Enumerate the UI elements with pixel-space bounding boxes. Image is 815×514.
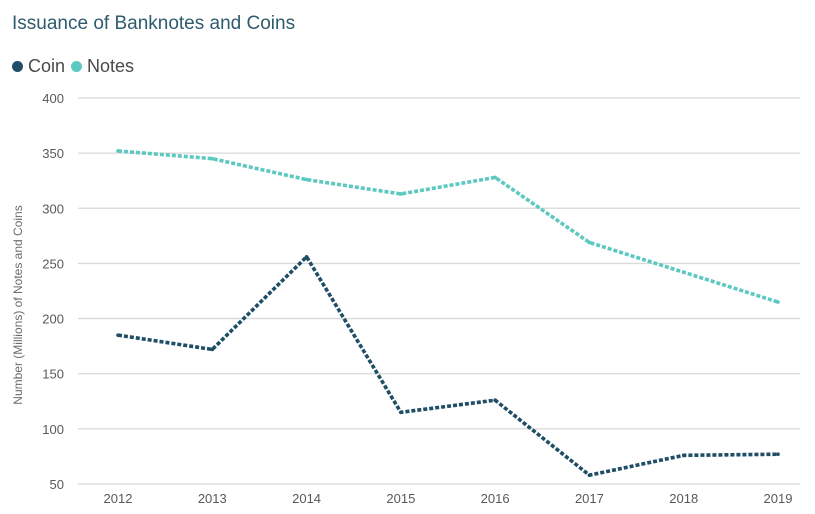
data-point-notes xyxy=(493,175,497,180)
data-point-coin xyxy=(681,453,686,458)
y-axis-title: Number (Millions) of Notes and Coins xyxy=(11,205,25,404)
x-tick-label: 2016 xyxy=(481,491,510,506)
x-tick-label: 2013 xyxy=(198,491,227,506)
y-tick-label: 200 xyxy=(42,312,64,327)
legend: Coin Notes xyxy=(12,56,140,77)
series-line-coin xyxy=(117,255,779,477)
x-tick-label: 2018 xyxy=(669,491,698,506)
data-point-notes xyxy=(116,149,120,153)
data-point-notes xyxy=(210,156,215,161)
chart-title: Issuance of Banknotes and Coins xyxy=(12,13,296,34)
x-tick-label: 2017 xyxy=(575,491,604,506)
data-point-coin xyxy=(210,347,215,352)
y-tick-label: 250 xyxy=(42,256,64,271)
legend-label-notes: Notes xyxy=(87,56,135,76)
data-point-notes xyxy=(587,240,592,245)
x-tick-label: 2012 xyxy=(104,491,133,506)
x-tick-label: 2019 xyxy=(764,491,793,506)
y-tick-label: 300 xyxy=(42,201,64,216)
y-tick-label: 100 xyxy=(42,422,64,437)
y-tick-label: 400 xyxy=(42,91,64,106)
data-point-notes xyxy=(681,270,686,275)
x-tick-label: 2015 xyxy=(386,491,415,506)
data-point-coin xyxy=(587,473,592,477)
data-point-coin xyxy=(304,255,309,259)
data-point-notes xyxy=(304,177,309,182)
legend-label-coin: Coin xyxy=(28,56,66,76)
legend-swatch-notes xyxy=(71,61,83,72)
data-point-coin xyxy=(116,333,120,337)
data-point-coin xyxy=(399,410,403,415)
y-tick-label: 150 xyxy=(42,367,64,382)
series-line-notes xyxy=(117,149,779,304)
data-point-notes xyxy=(776,300,780,304)
y-tick-label: 50 xyxy=(50,477,64,492)
data-point-notes xyxy=(399,192,403,196)
data-point-coin xyxy=(776,452,780,457)
legend-item-notes: Notes xyxy=(71,56,134,77)
legend-swatch-coin xyxy=(12,61,23,72)
x-tick-label: 2014 xyxy=(292,491,321,506)
data-point-coin xyxy=(493,398,497,402)
legend-item-coin: Coin xyxy=(12,56,65,77)
y-tick-label: 350 xyxy=(42,146,64,161)
